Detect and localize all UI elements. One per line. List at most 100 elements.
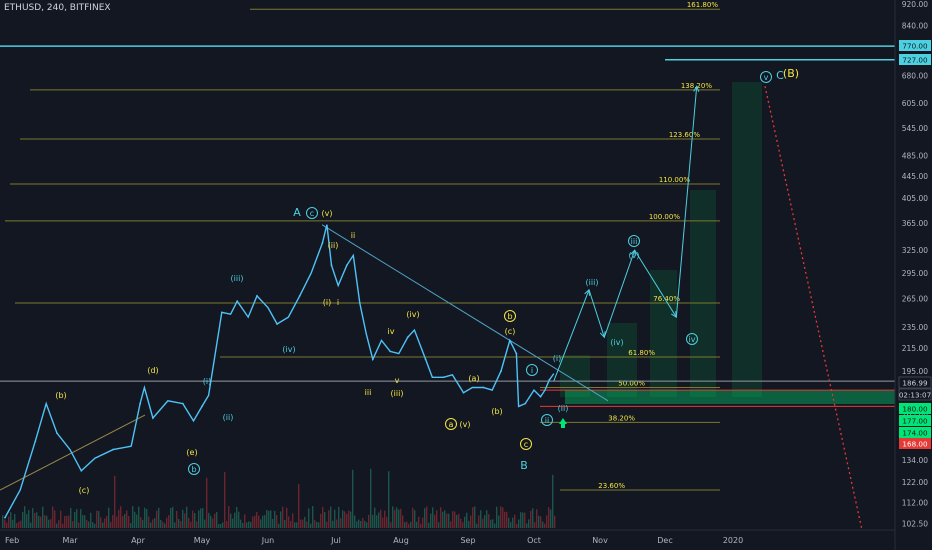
y-tick-label: 605.00 — [902, 99, 928, 108]
volume-bar — [124, 514, 126, 528]
volume-bar — [404, 522, 406, 528]
volume-bar — [360, 520, 362, 528]
volume-bar — [258, 515, 260, 528]
volume-bar — [232, 518, 234, 528]
volume-bar — [328, 510, 330, 528]
y-tick-label: 265.00 — [902, 295, 928, 304]
volume-bar — [148, 516, 150, 528]
volume-bar — [166, 517, 168, 528]
volume-bar — [518, 519, 520, 528]
volume-bar — [68, 515, 70, 528]
volume-bar — [418, 516, 420, 528]
volume-bar — [388, 471, 390, 528]
volume-bar — [12, 519, 14, 528]
green-support-zone — [565, 390, 895, 404]
volume-bar — [82, 515, 84, 528]
price-point — [539, 395, 542, 398]
green-zone — [650, 270, 677, 397]
green-arrow-icon — [559, 418, 567, 428]
volume-bar — [390, 522, 392, 528]
volume-bar — [44, 515, 46, 528]
volume-bar — [324, 512, 326, 528]
projection-segment — [603, 250, 636, 338]
volume-bar — [306, 521, 308, 528]
x-tick-label: Mar — [62, 536, 78, 545]
price-badge-label: 174.00 — [902, 429, 928, 438]
volume-bar — [542, 521, 544, 528]
volume-bar — [482, 518, 484, 528]
price-badge-label: 186.99 — [902, 379, 928, 388]
wave-label: i — [531, 366, 533, 375]
wave-label: iv — [689, 335, 696, 344]
volume-bar — [468, 520, 470, 528]
fib-label: 110.00% — [659, 176, 690, 184]
volume-bar — [42, 506, 44, 528]
volume-bar — [348, 510, 350, 528]
wave-label: i — [337, 298, 339, 307]
volume-bar — [188, 517, 190, 528]
y-tick-label: 102.50 — [902, 519, 928, 528]
price-point — [524, 402, 527, 405]
volume-bar — [204, 519, 206, 528]
volume-bar — [314, 519, 316, 528]
price-point — [220, 311, 223, 314]
volume-bar — [380, 509, 382, 528]
wave-label-circle — [628, 235, 640, 247]
volume-bar — [218, 523, 220, 528]
price-badge — [899, 415, 931, 426]
volume-bar — [24, 506, 26, 528]
volume-bar — [326, 521, 328, 528]
wave-label: (iii) — [391, 389, 404, 398]
volume-bar — [512, 517, 514, 528]
volume-bar — [446, 513, 448, 528]
volume-bar — [470, 515, 472, 528]
horizontal-levels — [0, 45, 895, 407]
x-tick-label: Sep — [460, 536, 475, 545]
volume-bar — [90, 512, 92, 528]
volume-bar — [386, 516, 388, 528]
volume-bar — [424, 508, 426, 528]
volume-bar — [224, 471, 226, 528]
wave-label-circle — [520, 438, 532, 450]
volume-bar — [190, 521, 192, 528]
wave-label: (d) — [147, 366, 158, 375]
volume-bar — [444, 510, 446, 528]
volume-bar — [432, 507, 434, 528]
volume-bar — [428, 522, 430, 528]
wave-label: b — [191, 465, 196, 474]
x-axis: Feb Mar Apr May Jun Jul Aug Sep Oct Nov Dec 2020 — [0, 529, 895, 545]
volume-bar — [412, 507, 414, 528]
volume-bar — [304, 516, 306, 528]
projection-segment — [675, 86, 698, 318]
wave-label: (iii) — [231, 274, 244, 283]
volume-bar — [164, 523, 166, 528]
price-badge-label: 180.00 — [902, 405, 928, 414]
volume-bar — [524, 512, 526, 528]
volume-bar — [20, 520, 22, 528]
x-tick-label: May — [194, 536, 211, 545]
volume-bar — [158, 507, 160, 528]
price-point — [548, 378, 551, 381]
volume-bar — [436, 510, 438, 528]
wave-label: (iv) — [406, 310, 419, 319]
fib-label: 38.20% — [608, 414, 635, 422]
volume-bar — [274, 510, 276, 528]
volume-bar — [484, 515, 486, 528]
price-point — [139, 402, 142, 405]
price-badge-label: 177.00 — [902, 417, 928, 426]
price-series — [4, 224, 555, 519]
wave-label: ii — [351, 231, 355, 240]
wave-label: (c) — [505, 327, 516, 336]
volume-bar — [302, 519, 304, 528]
wave-label: (i) — [203, 377, 211, 386]
y-tick-label: 485.00 — [902, 152, 928, 161]
volume-bar — [546, 515, 548, 528]
volume-bar — [38, 515, 40, 528]
volume-bar — [268, 510, 270, 528]
projection-path — [553, 85, 700, 382]
volume-bar — [456, 514, 458, 528]
fib-label: 50.00% — [618, 379, 645, 387]
volume-bar — [374, 507, 376, 528]
y-tick-label: 195.00 — [902, 367, 928, 376]
volume-bar — [400, 508, 402, 528]
